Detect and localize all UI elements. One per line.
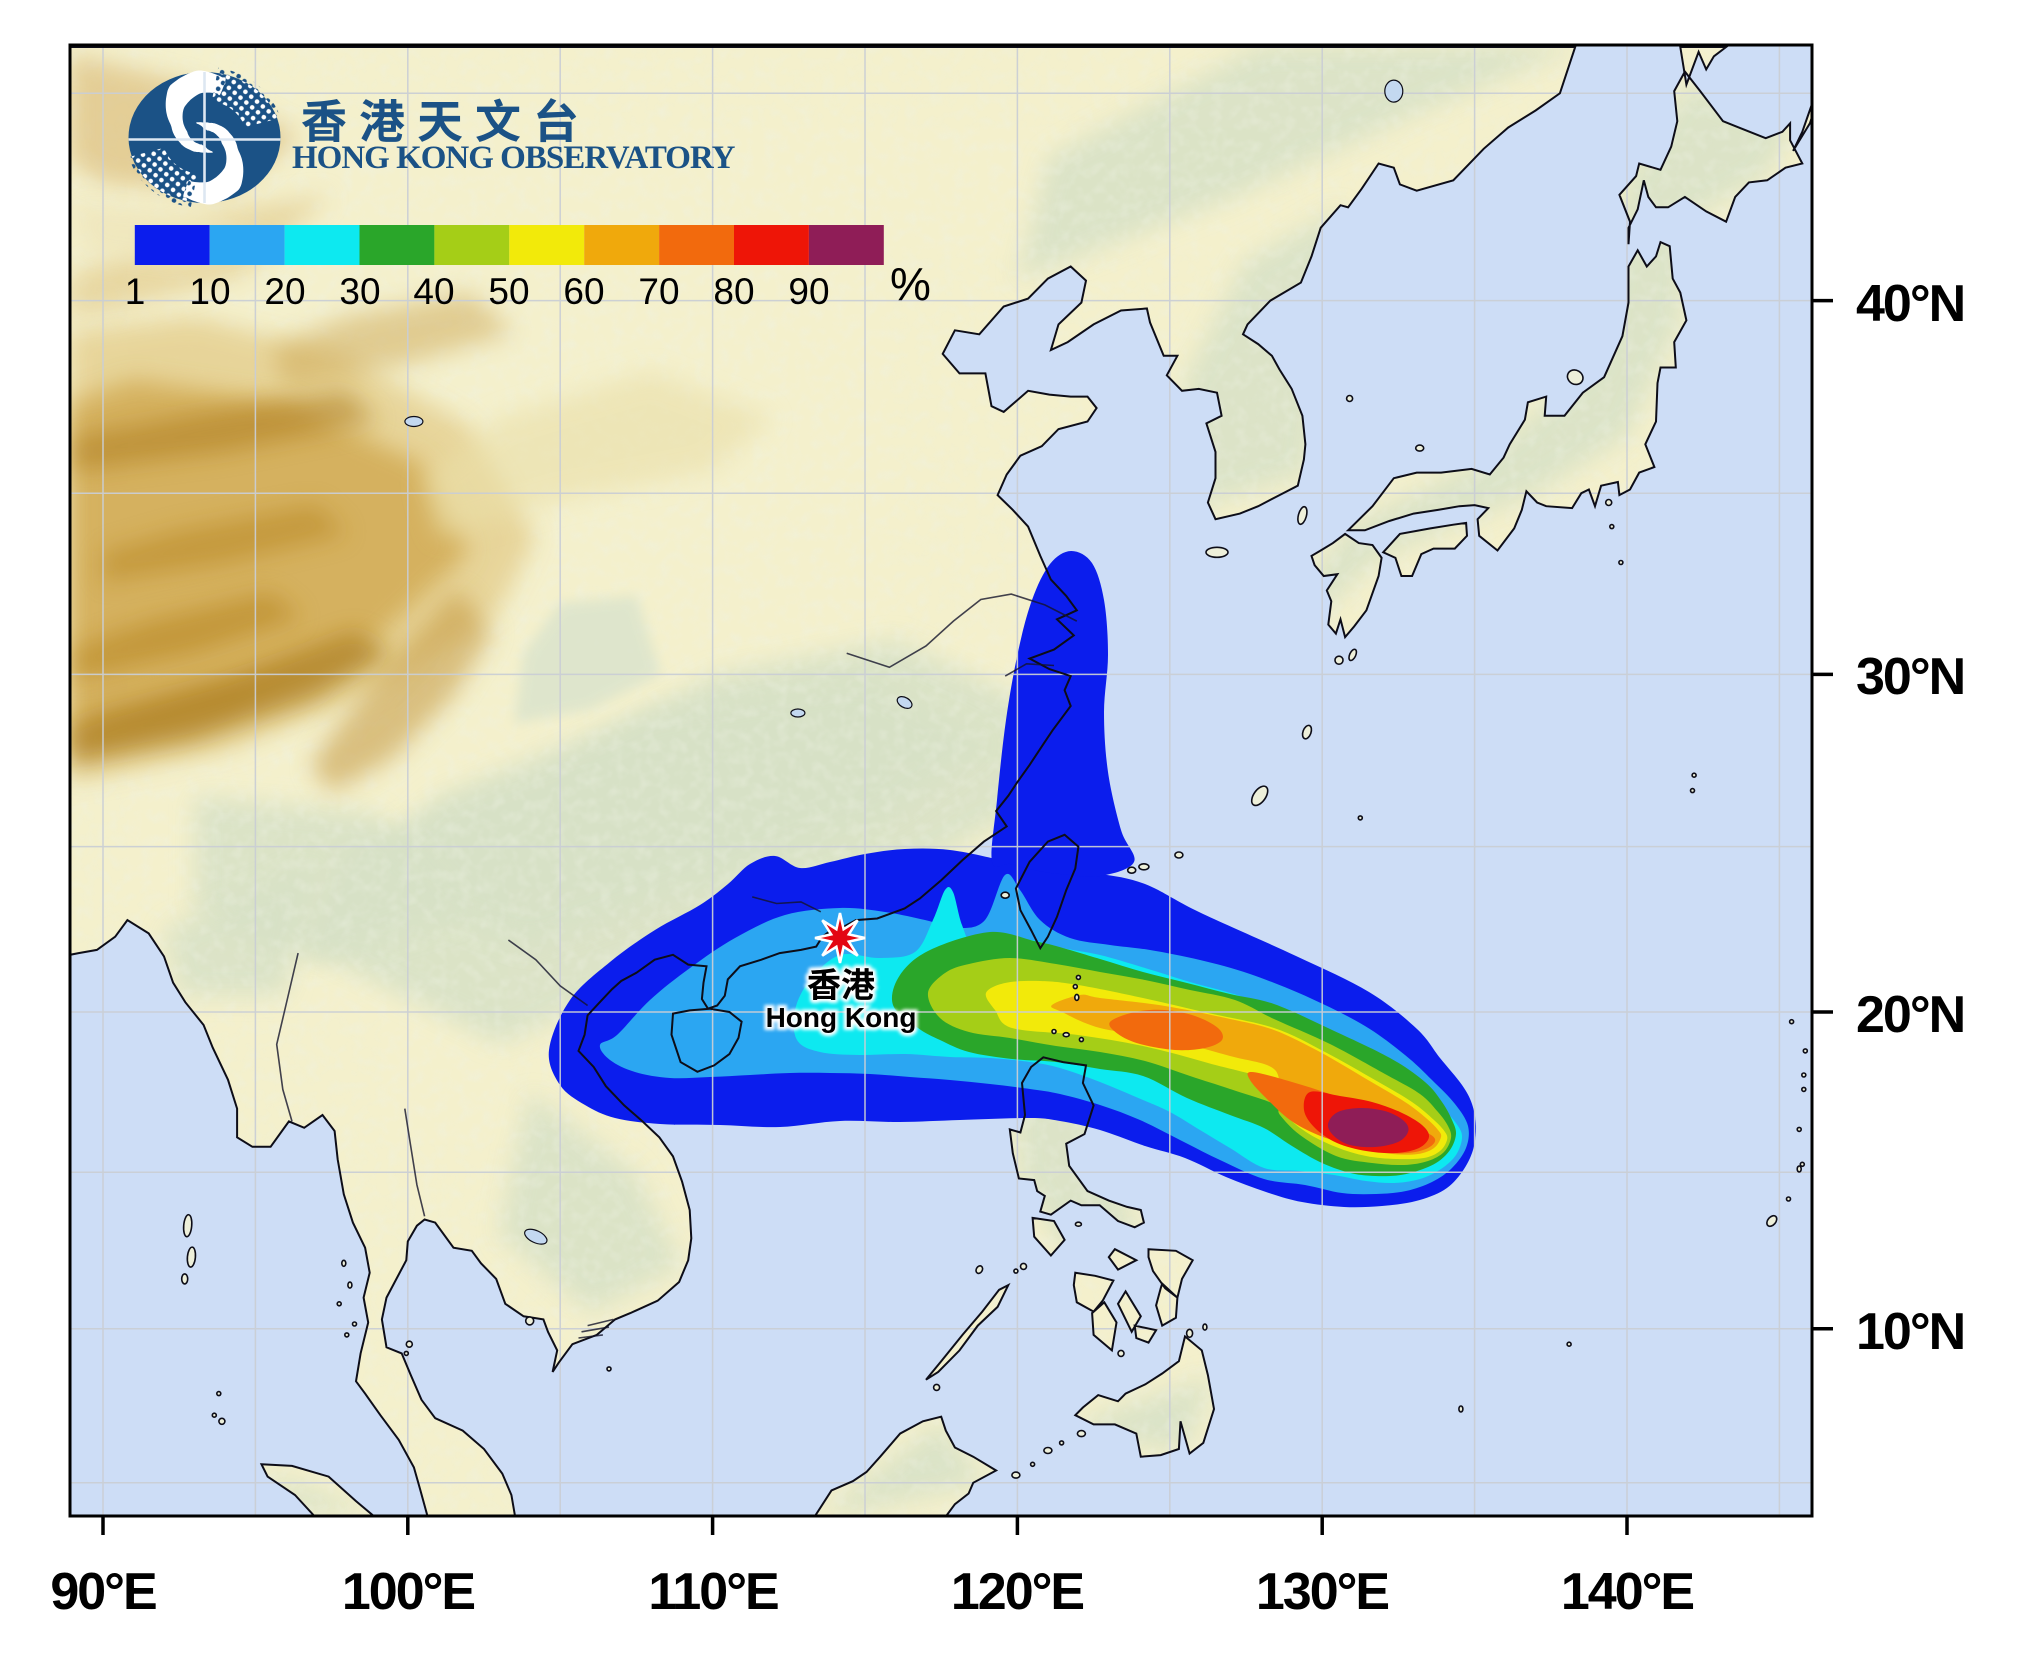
svg-text:30°N: 30°N	[1856, 648, 1964, 706]
svg-text:100°E: 100°E	[342, 1563, 475, 1621]
svg-text:40°N: 40°N	[1856, 275, 1964, 333]
svg-text:50: 50	[488, 271, 529, 312]
svg-text:130°E: 130°E	[1256, 1563, 1389, 1621]
svg-text:90°E: 90°E	[50, 1563, 156, 1621]
svg-text:Hong Kong: Hong Kong	[766, 1002, 917, 1033]
svg-text:140°E: 140°E	[1561, 1563, 1694, 1621]
svg-text:80: 80	[713, 271, 754, 312]
svg-text:10: 10	[189, 271, 230, 312]
svg-text:90: 90	[788, 271, 829, 312]
svg-text:40: 40	[413, 271, 454, 312]
svg-text:20°N: 20°N	[1856, 986, 1964, 1044]
svg-text:70: 70	[638, 271, 679, 312]
svg-text:110°E: 110°E	[648, 1563, 778, 1621]
svg-text:30: 30	[339, 271, 380, 312]
svg-text:120°E: 120°E	[951, 1563, 1084, 1621]
svg-text:1: 1	[125, 271, 146, 312]
svg-text:60: 60	[563, 271, 604, 312]
svg-text:HONG KONG OBSERVATORY: HONG KONG OBSERVATORY	[292, 140, 736, 176]
svg-text:Hong Kong: Hong Kong	[766, 1002, 917, 1033]
svg-text:10°N: 10°N	[1856, 1303, 1964, 1361]
svg-text:%: %	[890, 258, 931, 310]
svg-text:20: 20	[264, 271, 305, 312]
